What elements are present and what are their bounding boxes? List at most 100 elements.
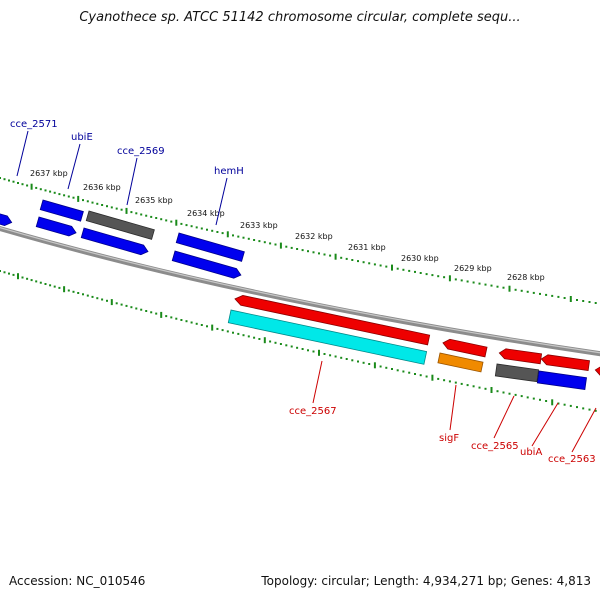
minor-tick bbox=[58, 193, 61, 196]
scale-label: 2637 kbp bbox=[30, 169, 68, 178]
gene-label-hemh[interactable]: hemH bbox=[214, 166, 244, 177]
minor-tick bbox=[301, 348, 304, 350]
feature-arrow bbox=[234, 295, 431, 346]
minor-tick bbox=[514, 288, 517, 291]
minor-tick bbox=[115, 302, 118, 305]
minor-tick bbox=[545, 400, 548, 402]
minor-tick bbox=[221, 329, 224, 332]
gene-feature-blue-lower-3[interactable] bbox=[171, 250, 242, 280]
minor-tick bbox=[334, 355, 337, 358]
minor-tick bbox=[17, 182, 19, 184]
minor-tick bbox=[484, 283, 487, 286]
minor-tick bbox=[340, 256, 343, 259]
major-tick bbox=[448, 275, 451, 282]
gene-label-sigf[interactable]: sigF bbox=[439, 433, 459, 444]
minor-tick bbox=[569, 404, 572, 407]
gene-feature-red-large[interactable] bbox=[234, 294, 431, 346]
minor-tick bbox=[49, 190, 52, 193]
gene-feature-blue-lower-2[interactable] bbox=[80, 227, 149, 256]
minor-tick bbox=[115, 207, 118, 210]
minor-tick bbox=[357, 260, 359, 263]
minor-tick bbox=[502, 286, 505, 289]
gene-feature-ubie-upper[interactable] bbox=[39, 199, 84, 222]
minor-tick bbox=[545, 293, 548, 296]
minor-tick bbox=[274, 341, 277, 344]
minor-tick bbox=[3, 271, 6, 274]
gene-label-cce_2567[interactable]: cce_2567 bbox=[289, 406, 337, 417]
minor-tick bbox=[0, 177, 1, 179]
minor-tick bbox=[594, 409, 597, 412]
minor-tick bbox=[454, 381, 457, 384]
minor-tick bbox=[368, 262, 371, 265]
feature-arrow bbox=[35, 216, 77, 237]
minor-tick bbox=[53, 191, 56, 194]
minor-tick bbox=[91, 201, 94, 204]
scale-label: 2630 kbp bbox=[401, 254, 439, 263]
major-tick bbox=[30, 183, 33, 190]
minor-tick bbox=[408, 371, 411, 374]
minor-tick bbox=[221, 232, 224, 235]
minor-tick bbox=[258, 338, 261, 340]
gene-feature-ubia[interactable] bbox=[536, 370, 587, 391]
minor-tick bbox=[200, 227, 203, 230]
leader-line bbox=[531, 402, 559, 447]
minor-tick bbox=[379, 264, 382, 267]
minor-tick bbox=[155, 217, 158, 219]
gene-feature-blue-lower-1[interactable] bbox=[35, 216, 77, 238]
minor-tick bbox=[472, 281, 475, 284]
minor-tick bbox=[53, 285, 56, 288]
minor-tick bbox=[58, 286, 61, 289]
minor-tick bbox=[454, 278, 457, 281]
feature-arrow bbox=[594, 365, 600, 378]
gene-label-cce_2569[interactable]: cce_2569 bbox=[117, 146, 165, 157]
minor-tick bbox=[312, 251, 315, 254]
minor-tick bbox=[532, 291, 535, 294]
minor-tick bbox=[391, 368, 393, 370]
major-tick bbox=[63, 286, 66, 293]
major-tick bbox=[334, 253, 337, 260]
major-tick bbox=[318, 349, 320, 356]
gene-label-ubie[interactable]: ubiE bbox=[71, 132, 93, 143]
leader-line bbox=[493, 395, 515, 439]
gene-feature-red-2[interactable] bbox=[442, 338, 488, 358]
gene-label-ubia[interactable]: ubiA bbox=[520, 447, 542, 458]
gene-feature-cce_2567[interactable] bbox=[227, 309, 428, 365]
minor-tick bbox=[170, 220, 173, 223]
minor-tick bbox=[242, 236, 245, 239]
scale-label: 2632 kbp bbox=[295, 232, 333, 241]
minor-tick bbox=[135, 212, 138, 215]
gene-feature-cce_2565[interactable] bbox=[494, 363, 540, 383]
minor-tick bbox=[443, 276, 446, 279]
feature-arrow bbox=[442, 338, 488, 358]
gene-feature-cce_2570-upper[interactable] bbox=[85, 210, 155, 240]
gene-feature-red-4[interactable] bbox=[540, 354, 590, 372]
minor-tick bbox=[106, 205, 108, 208]
minor-tick bbox=[253, 336, 256, 339]
minor-tick bbox=[419, 272, 422, 274]
minor-tick bbox=[200, 324, 203, 326]
gene-feature-sigf[interactable] bbox=[437, 352, 484, 373]
minor-tick bbox=[0, 270, 1, 272]
minor-tick bbox=[520, 289, 523, 292]
minor-tick bbox=[140, 308, 143, 311]
gene-label-cce_2563[interactable]: cce_2563 bbox=[548, 454, 596, 465]
minor-tick bbox=[253, 239, 256, 241]
gene-feature-cce_2571-upper[interactable] bbox=[0, 210, 13, 227]
minor-tick bbox=[67, 289, 70, 292]
gene-feature-red-3[interactable] bbox=[498, 348, 543, 365]
minor-tick bbox=[466, 384, 469, 387]
feature-box bbox=[437, 352, 484, 373]
minor-tick bbox=[396, 267, 399, 270]
gene-label-cce_2565[interactable]: cce_2565 bbox=[471, 441, 519, 452]
gene-feature-hemh-upper[interactable] bbox=[175, 232, 245, 262]
gene-feature-red-5[interactable] bbox=[594, 365, 600, 378]
gene-label-cce_2571[interactable]: cce_2571 bbox=[10, 119, 58, 130]
scale-label: 2631 kbp bbox=[348, 243, 386, 252]
minor-tick bbox=[290, 246, 293, 249]
minor-tick bbox=[120, 303, 123, 306]
minor-tick bbox=[582, 407, 585, 410]
feature-box bbox=[494, 363, 540, 383]
minor-tick bbox=[496, 390, 499, 393]
major-tick bbox=[175, 219, 178, 226]
scale-label: 2635 kbp bbox=[135, 196, 173, 205]
